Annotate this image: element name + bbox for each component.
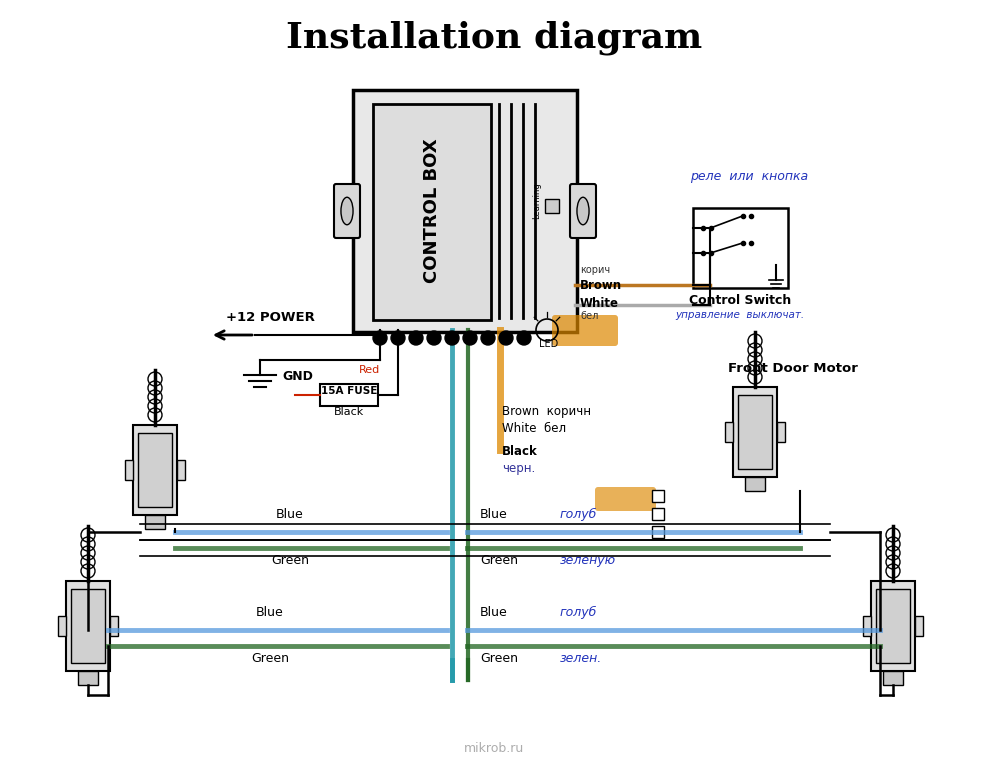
Text: Brown  коричн: Brown коричн — [502, 405, 591, 418]
Text: Red: Red — [359, 365, 381, 375]
Bar — [777, 422, 785, 442]
Text: Black: Black — [502, 445, 538, 458]
Text: Green: Green — [480, 554, 518, 567]
Text: корич: корич — [580, 265, 610, 275]
Text: CONTROL BOX: CONTROL BOX — [423, 139, 441, 283]
Text: Learning: Learning — [532, 183, 542, 220]
Text: зеленую: зеленую — [560, 554, 616, 567]
Text: зелен.: зелен. — [560, 652, 602, 665]
Text: mikrob.ru: mikrob.ru — [464, 741, 524, 754]
Text: Blue: Blue — [480, 508, 507, 521]
Text: Black: Black — [334, 407, 364, 417]
Text: GND: GND — [282, 370, 313, 383]
Bar — [738, 395, 772, 469]
Text: черн.: черн. — [502, 462, 535, 475]
Text: Installation diagram: Installation diagram — [286, 21, 702, 55]
Text: бел: бел — [580, 311, 598, 321]
Bar — [133, 425, 177, 515]
Bar — [320, 384, 378, 406]
Text: Green: Green — [251, 652, 289, 665]
Text: голуб: голуб — [560, 508, 597, 521]
Text: White  бел: White бел — [502, 422, 566, 435]
Bar — [863, 616, 871, 636]
Bar — [652, 526, 664, 538]
Text: White: White — [580, 297, 619, 310]
Bar — [915, 616, 923, 636]
Bar — [125, 460, 133, 480]
Bar — [692, 208, 787, 288]
Text: LED: LED — [539, 339, 559, 349]
FancyBboxPatch shape — [552, 315, 618, 346]
Bar — [876, 589, 910, 663]
Text: реле  или  кнопка: реле или кнопка — [690, 170, 808, 183]
Text: Green: Green — [480, 652, 518, 665]
Bar — [177, 460, 185, 480]
Text: +12 POWER: +12 POWER — [225, 311, 315, 324]
Text: Control Switch: Control Switch — [689, 294, 791, 307]
Bar — [545, 199, 559, 213]
Circle shape — [409, 331, 423, 345]
Circle shape — [481, 331, 495, 345]
Text: Brown: Brown — [580, 279, 622, 292]
Bar — [145, 515, 165, 529]
Text: Blue: Blue — [480, 606, 507, 619]
FancyBboxPatch shape — [570, 184, 596, 238]
Circle shape — [427, 331, 441, 345]
Circle shape — [391, 331, 405, 345]
FancyBboxPatch shape — [595, 487, 656, 511]
Text: Front Door Motor: Front Door Motor — [728, 362, 857, 375]
Text: Blue: Blue — [256, 606, 284, 619]
Bar — [78, 671, 98, 685]
Bar — [110, 616, 118, 636]
Text: 15A FUSE: 15A FUSE — [320, 386, 377, 396]
Circle shape — [463, 331, 477, 345]
Bar — [725, 422, 733, 442]
Text: голуб: голуб — [560, 606, 597, 619]
Bar — [71, 589, 105, 663]
Bar — [66, 581, 110, 671]
Text: управление  выключат.: управление выключат. — [675, 310, 805, 320]
Circle shape — [517, 331, 531, 345]
Bar — [58, 616, 66, 636]
Text: Blue: Blue — [276, 508, 304, 521]
Bar — [871, 581, 915, 671]
Bar — [883, 671, 903, 685]
FancyBboxPatch shape — [334, 184, 360, 238]
Circle shape — [499, 331, 513, 345]
Ellipse shape — [341, 197, 353, 225]
Bar — [138, 433, 172, 507]
Bar — [652, 490, 664, 502]
Bar — [733, 387, 777, 477]
Ellipse shape — [577, 197, 589, 225]
Circle shape — [445, 331, 459, 345]
Bar — [652, 508, 664, 520]
FancyBboxPatch shape — [353, 90, 577, 332]
Bar — [373, 104, 492, 320]
Text: Green: Green — [271, 554, 309, 567]
Circle shape — [373, 331, 387, 345]
Bar — [745, 477, 765, 491]
